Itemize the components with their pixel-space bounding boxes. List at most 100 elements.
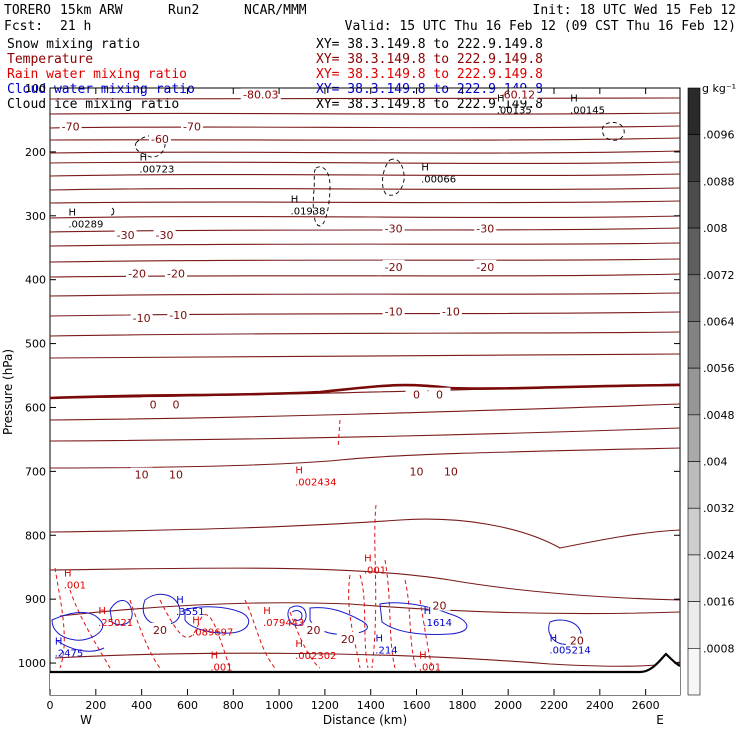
temperature-label-bg	[382, 221, 405, 234]
maximum-value: .00723	[139, 164, 174, 175]
temperature-label: 10	[410, 465, 424, 478]
snow-contour	[382, 158, 405, 196]
temperature-label: -30	[385, 223, 403, 236]
cloudwater-contour	[184, 606, 250, 634]
temperature-label-bg	[114, 227, 137, 240]
field-name-rain: Rain water mixing ratio	[7, 67, 187, 82]
maximum-h-marker: H	[69, 207, 77, 218]
x-tick-label: 2600	[632, 699, 660, 712]
temperature-label-bg	[130, 467, 153, 480]
isotherm-line	[49, 215, 681, 219]
snow-contour	[601, 122, 625, 141]
rain-contour	[244, 599, 276, 669]
y-tick-label: 1000	[18, 657, 46, 670]
x-tick-label: 2000	[494, 699, 522, 712]
x-tick-label: 2400	[586, 699, 614, 712]
field-name-snow: Snow mixing ratio	[7, 37, 140, 52]
temperature-label-bg	[405, 464, 428, 477]
cloudwater-contour	[291, 610, 303, 621]
y-tick-label: 600	[25, 401, 46, 414]
temperature-label-bg	[148, 622, 171, 635]
isotherm-line	[49, 273, 681, 278]
colorbar-level-label: .004	[703, 456, 728, 469]
temperature-label: 10	[169, 469, 183, 482]
temperature-label: -10	[133, 312, 151, 325]
maximum-h-marker: H	[211, 651, 219, 662]
isotherm-line	[49, 567, 681, 601]
temperature-label: -10	[385, 306, 403, 319]
field-name-cloudwater: Cloud water mixing ratio	[7, 82, 195, 97]
colorbar-level-label: .0016	[703, 596, 735, 609]
isotherm-line	[54, 652, 681, 667]
y-tick-label-top: 100	[25, 82, 46, 95]
maximum-h-marker: H	[295, 465, 303, 476]
snow-contours	[110, 122, 625, 227]
x-tick-label: 0	[47, 699, 54, 712]
maximum-h-marker: H	[376, 633, 384, 644]
temperature-label-bg	[565, 633, 588, 646]
y-tick-label: 400	[25, 274, 46, 287]
temperature-label: -20	[385, 261, 403, 274]
maximum-h-marker: H	[55, 637, 63, 648]
temperature-label: -60	[151, 133, 169, 146]
isotherm-line	[49, 137, 681, 141]
colorbar-swatch	[687, 461, 701, 509]
maximum-h-marker: H	[419, 651, 427, 662]
snow-contour	[134, 135, 166, 158]
temperature-label: 20	[153, 624, 167, 637]
x-tick-label: 2200	[540, 699, 568, 712]
maximum-value: .01938	[291, 207, 326, 218]
x-tick-label: 400	[131, 699, 152, 712]
maximum-value: .001	[210, 663, 232, 674]
temperature-extreme-bg	[240, 88, 281, 101]
forecast-label: Fcst:	[4, 19, 43, 34]
x-tick-label: 1600	[403, 699, 431, 712]
maximum-h-marker: H	[497, 94, 505, 105]
temperature-label-bg	[148, 132, 171, 145]
isotherm-line	[59, 602, 681, 617]
valid-time: Valid: 15 UTC Thu 16 Feb 12 (09 CST Thu …	[345, 19, 736, 34]
cloudwater-contour	[55, 639, 105, 652]
colorbar-swatch	[687, 648, 701, 696]
temperature-label: 10	[135, 469, 149, 482]
temperature-label-bg	[428, 598, 451, 611]
colorbar-swatch	[687, 87, 701, 135]
y-tick-label: 500	[25, 338, 46, 351]
terrain-mask	[50, 654, 680, 695]
temperature-label: -70	[183, 120, 201, 133]
temperature-extreme-label: -60.12	[500, 88, 535, 101]
zero-isotherm	[49, 383, 681, 400]
maximum-value: .25021	[98, 618, 133, 629]
temperature-label-bg	[126, 266, 149, 279]
isotherm-line	[49, 125, 681, 129]
temperature-label: 0	[413, 389, 420, 402]
colorbar: .0096 .0088 .008 .0072 .0064 .0056 .0048 .004 .0…	[687, 82, 736, 696]
maximum-h-marker: H	[364, 554, 372, 565]
colorbar-level-label: .0032	[703, 502, 735, 515]
isotherm-line	[49, 518, 681, 549]
rain-contour	[69, 589, 111, 669]
y-tick-label: 800	[25, 529, 46, 542]
x-tick-label: 600	[177, 699, 198, 712]
isotherm-line	[49, 353, 681, 359]
maximum-value: .001	[364, 566, 386, 577]
chart-header: TORERO 15km ARW Run2 NCAR/MMM Init: 18 U…	[4, 3, 736, 34]
y-tick-label: 300	[25, 210, 46, 223]
isotherm-line	[49, 427, 681, 442]
maximum-value: .214	[375, 645, 397, 656]
maximum-value: .1614	[423, 618, 452, 629]
colorbar-swatch	[687, 274, 701, 322]
snow-contour	[110, 207, 115, 216]
maximum-h-marker: H	[550, 633, 558, 644]
colorbar-level-label: .0088	[703, 175, 735, 188]
temperature-label-bg	[165, 397, 187, 410]
colorbar-swatch	[687, 321, 701, 369]
isotherm-line	[49, 112, 681, 115]
rain-contour	[359, 574, 369, 669]
temperature-label: -10	[169, 309, 187, 322]
isotherm-line	[49, 161, 681, 164]
temperature-label: -70	[62, 120, 80, 133]
colorbar-level-label: .0008	[703, 642, 735, 655]
